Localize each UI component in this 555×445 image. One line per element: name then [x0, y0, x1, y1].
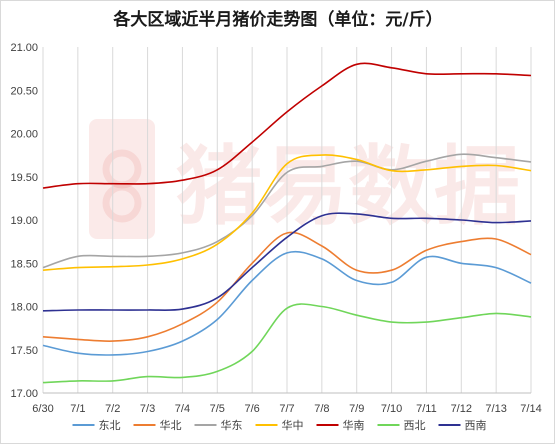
y-tick-label: 20.50: [10, 85, 38, 97]
x-tick-label: 7/1: [70, 403, 85, 415]
x-tick-label: 7/4: [175, 403, 190, 415]
watermark: 猪易数据: [89, 119, 520, 239]
grid: [42, 47, 532, 394]
x-tick-label: 7/3: [140, 403, 155, 415]
series-line-华东: [42, 153, 532, 269]
legend-label-华北: 华北: [160, 418, 182, 432]
legend-label-华南: 华南: [343, 418, 365, 432]
watermark-logo-block: [89, 119, 155, 239]
watermark-logo-ring-bottom: [102, 183, 142, 223]
x-tick-label: 7/12: [451, 403, 472, 415]
series-line-华南: [42, 62, 532, 189]
x-tick-label: 7/6: [244, 403, 259, 415]
x-tick-label: 6/30: [32, 403, 53, 415]
series-lines: [42, 62, 532, 384]
series-line-华北: [42, 231, 532, 342]
y-tick-label: 17.00: [10, 388, 38, 400]
legend-label-西南: 西南: [465, 419, 487, 432]
series-line-西南: [42, 212, 532, 312]
legend-label-华东: 华东: [221, 418, 243, 432]
x-tick-label: 7/5: [210, 403, 225, 415]
y-axis-ticks: 17.00 17.50 18.00 18.50 19.00 19.50 20.00 20.50…: [10, 42, 38, 400]
series-line-华中: [42, 154, 532, 271]
series-line-东北: [42, 250, 532, 356]
x-tick-label: 7/2: [105, 403, 120, 415]
x-tick-label: 7/10: [381, 403, 402, 415]
legend-label-华中: 华中: [282, 418, 304, 432]
y-tick-label: 17.50: [10, 345, 38, 357]
x-tick-label: 7/13: [485, 403, 506, 415]
y-tick-label: 18.00: [10, 302, 38, 314]
x-tick-label: 7/7: [279, 403, 294, 415]
y-tick-label: 18.50: [10, 258, 38, 270]
x-tick-label: 7/8: [314, 403, 329, 415]
y-tick-label: 19.50: [10, 172, 38, 184]
x-tick-label: 7/11: [416, 403, 437, 415]
y-tick-label: 20.00: [10, 129, 38, 141]
legend: 东北 华北 华东 华中 华南 西北 西南: [72, 418, 487, 432]
legend-label-东北: 东北: [99, 419, 121, 432]
watermark-logo-ring-top: [102, 149, 142, 189]
x-tick-label: 7/14: [520, 403, 541, 415]
chart-title: 各大区域近半月猪价走势图（单位：元/斤）: [112, 9, 442, 30]
x-tick-label: 7/9: [349, 403, 364, 415]
x-axis-ticks: 6/30 7/1 7/2 7/3 7/4 7/5 7/6 7/7 7/8 7/9 7/10 7/11 7…: [32, 403, 541, 415]
watermark-text: 猪易数据: [176, 137, 520, 237]
legend-label-西北: 西北: [404, 419, 426, 432]
y-tick-label: 19.00: [10, 215, 38, 227]
series-line-西北: [42, 303, 532, 384]
y-tick-label: 21.00: [10, 42, 38, 54]
